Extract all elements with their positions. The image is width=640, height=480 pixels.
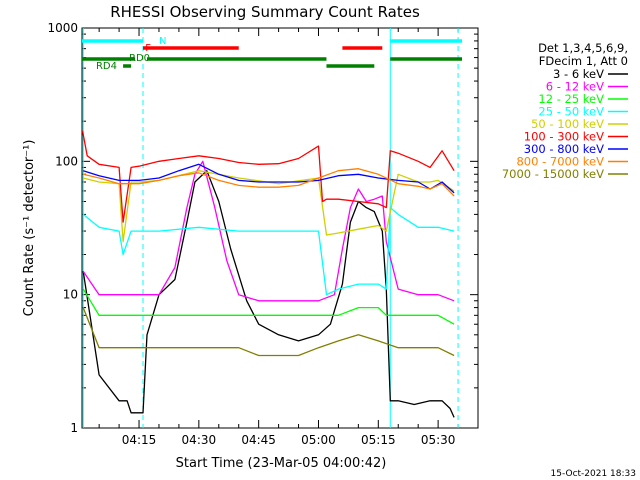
x-tick-label: 04:15	[122, 433, 157, 447]
legend-entry: 12 - 25 keV	[538, 92, 604, 106]
series-line-25-50-keV	[82, 206, 455, 296]
legend-entry: 25 - 50 keV	[538, 105, 604, 119]
footer-date: 15-Oct-2021 18:33	[551, 469, 636, 479]
legend-entry: 3 - 6 keV	[553, 67, 604, 81]
legend-entry: 100 - 300 keV	[524, 130, 604, 144]
x-tick-label: 05:00	[301, 433, 336, 447]
legend-entry: 7000 - 15000 keV	[502, 167, 604, 181]
series-line-3-6-keV	[82, 170, 455, 418]
x-tick-label: 04:45	[241, 433, 276, 447]
y-tick-label: 100	[55, 154, 78, 168]
y-tick-label: 10	[63, 288, 78, 302]
series-line-800-7000-keV	[83, 168, 455, 197]
x-tick-label: 05:30	[421, 433, 456, 447]
x-tick-label: 05:15	[361, 433, 396, 447]
legend-header-line-2: FDecim 1, Att 0	[539, 54, 628, 68]
flag-label-RD0: RD0	[129, 53, 150, 64]
series-line-300-800-keV	[83, 163, 455, 194]
series-line-100-300-keV	[81, 130, 455, 223]
x-tick-label: 04:30	[182, 433, 217, 447]
plot-frame	[81, 27, 479, 429]
series-line-7000-15000-keV	[82, 307, 455, 357]
y-tick-label: 1000	[47, 21, 78, 35]
legend-entry: 6 - 12 keV	[546, 80, 604, 94]
x-axis-label: Start Time (23-Mar-05 04:00:42)	[176, 456, 387, 471]
legend-entry: 800 - 7000 keV	[516, 155, 604, 169]
series-line-12-25-keV	[82, 288, 455, 325]
series-line-6-12-keV	[82, 160, 455, 302]
chart-title: RHESSI Observing Summary Count Rates	[110, 3, 420, 21]
plot-area: 1 10 100 1000 04:15 04:30 04:45 05:00 05:15 05:30…	[47, 21, 628, 447]
legend-entry: 300 - 800 keV	[524, 142, 604, 156]
flag-label-F: F	[145, 43, 151, 54]
flag-label-N: N	[159, 36, 166, 47]
y-axis-label: Count Rate (s⁻¹ detector⁻¹)	[22, 140, 37, 317]
flag-label-RD4: RD4	[96, 61, 117, 72]
y-tick-label: 1	[70, 421, 78, 435]
legend-header-line-1: Det 1,3,4,5,6,9,	[538, 41, 628, 55]
legend-entry: 50 - 100 keV	[531, 117, 604, 131]
